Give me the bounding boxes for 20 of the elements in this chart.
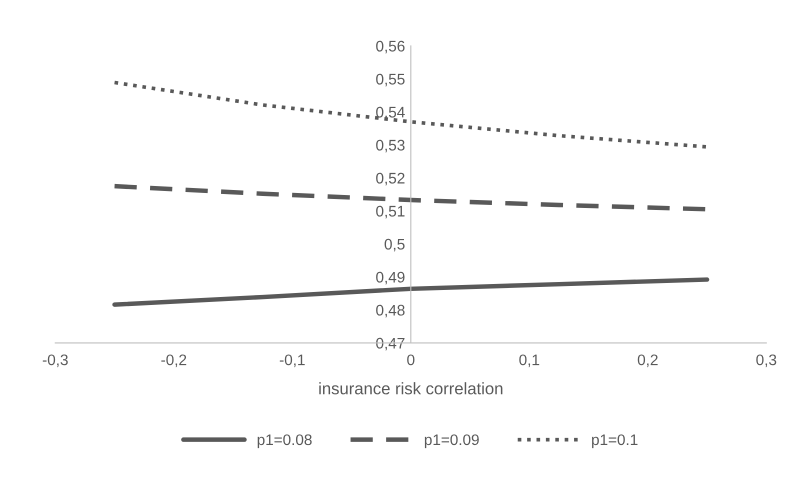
- y-tick-label: 0,48: [376, 304, 405, 318]
- x-tick-label: 0: [407, 354, 414, 366]
- y-tick-label: 0,51: [376, 206, 404, 218]
- y-tick-label: 0,56: [376, 40, 405, 54]
- x-tick-label: -0,2: [161, 354, 186, 368]
- x-tick-label: -0,3: [42, 354, 68, 368]
- legend-label: p1=0.1: [592, 434, 638, 448]
- y-tick-label: 0,54: [376, 106, 405, 120]
- x-tick-label: -0,1: [280, 354, 305, 368]
- x-axis-title: insurance risk correlation: [319, 382, 502, 394]
- legend-label: p1=0.09: [424, 434, 479, 448]
- x-tick-label: 0,1: [519, 354, 540, 368]
- y-tick-label: 0,55: [376, 74, 405, 86]
- legend-label: p1=0.08: [258, 434, 312, 448]
- y-tick-label: 0,5: [384, 238, 405, 252]
- y-tick-label: 0,53: [376, 140, 405, 152]
- y-tick-label: 0,52: [376, 172, 404, 186]
- x-tick-label: 0,2: [638, 354, 658, 368]
- y-tick-label: 0,49: [376, 272, 405, 284]
- x-tick-label: 0,3: [756, 354, 776, 368]
